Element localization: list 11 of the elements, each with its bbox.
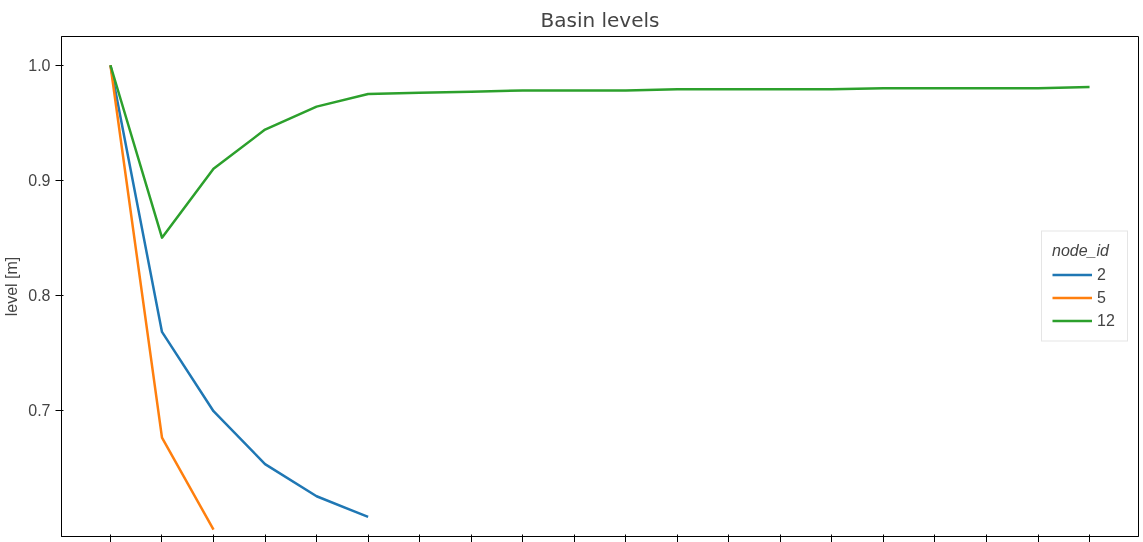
y-axis-title: level [m] bbox=[3, 256, 21, 317]
y-tick-label: 1.0 bbox=[28, 57, 51, 75]
chart-title: Basin levels bbox=[540, 7, 660, 32]
legend-label: 2 bbox=[1097, 265, 1107, 284]
legend-title: node_id bbox=[1052, 241, 1111, 260]
y-tick-label: 0.8 bbox=[28, 287, 51, 305]
line-series bbox=[109, 63, 1091, 239]
y-tick-label: 0.7 bbox=[28, 402, 51, 420]
y-tick-label: 0.9 bbox=[28, 172, 51, 190]
legend-label: 5 bbox=[1097, 288, 1107, 307]
legend-label: 12 bbox=[1097, 311, 1116, 330]
